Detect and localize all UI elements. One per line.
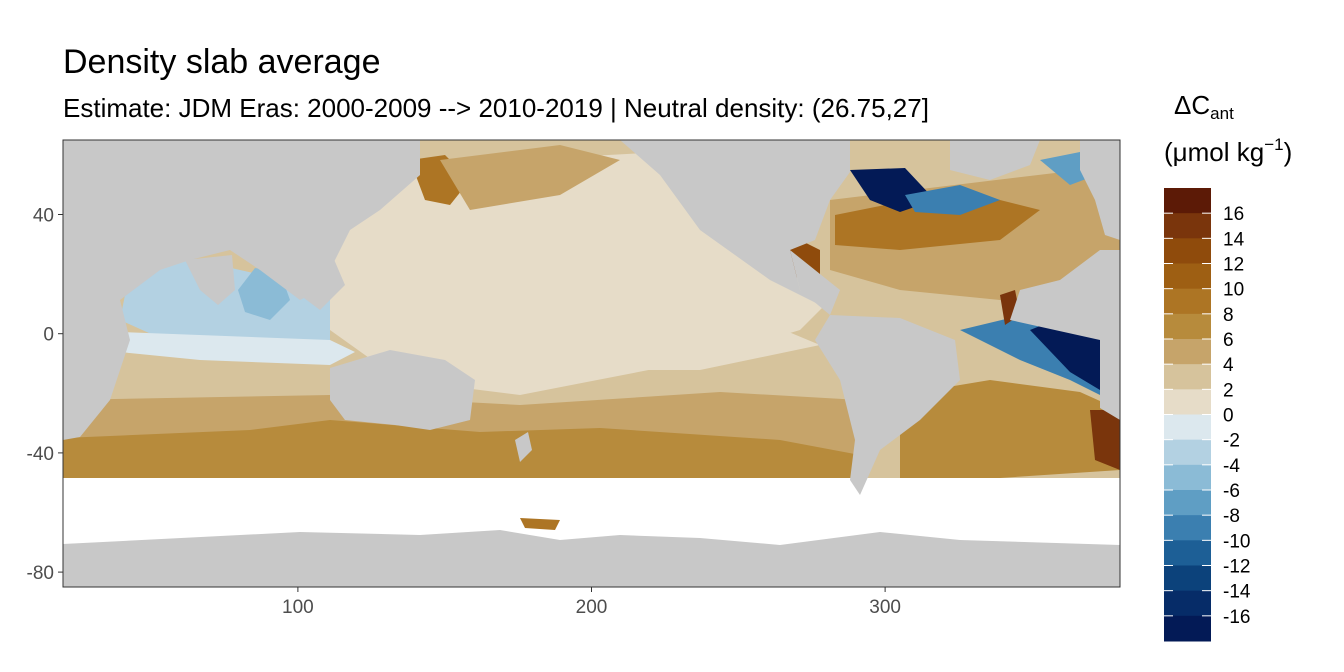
legend-color-swatch bbox=[1164, 339, 1211, 365]
land bbox=[63, 140, 1120, 587]
new-zealand bbox=[515, 432, 532, 462]
legend-label: 14 bbox=[1223, 229, 1245, 250]
central-america bbox=[790, 250, 840, 315]
legend-label: -12 bbox=[1223, 557, 1250, 578]
amundsen-shelf bbox=[520, 518, 560, 530]
bering-band bbox=[440, 145, 620, 210]
south-atlantic bbox=[900, 380, 1120, 478]
europe bbox=[1080, 140, 1120, 240]
legend-label: 4 bbox=[1223, 355, 1234, 376]
legend-label: 2 bbox=[1223, 380, 1234, 401]
y-tick-label: -40 bbox=[27, 444, 54, 465]
labrador-fringe bbox=[905, 185, 1000, 215]
x-tick-label: 200 bbox=[576, 597, 608, 618]
indochina bbox=[290, 250, 345, 310]
legend-color-swatch bbox=[1164, 439, 1211, 466]
greenland bbox=[950, 140, 1040, 180]
y-tick-label: 40 bbox=[33, 206, 54, 227]
legend-color-swatch bbox=[1164, 565, 1211, 592]
africa-west bbox=[1010, 250, 1120, 420]
legend-label: -14 bbox=[1223, 582, 1251, 603]
legend-color-swatch bbox=[1164, 213, 1211, 239]
indian-ocean-equatorial bbox=[120, 332, 355, 365]
legend-unit: (μmol kg−1) bbox=[1164, 135, 1292, 167]
south-america bbox=[815, 315, 960, 495]
legend-color-swatch bbox=[1164, 615, 1211, 642]
legend-color-swatch bbox=[1164, 515, 1211, 541]
chart-subtitle: Estimate: JDM Eras: 2000-2009 --> 2010-2… bbox=[63, 93, 929, 123]
legend-label: 10 bbox=[1223, 280, 1244, 301]
chart-title: Density slab average bbox=[63, 43, 381, 81]
legend-color-swatch bbox=[1164, 464, 1211, 491]
legend-label: 12 bbox=[1223, 255, 1244, 276]
plot-panel bbox=[62, 139, 1121, 588]
x-tick-label: 100 bbox=[282, 597, 314, 618]
legend-color-swatch bbox=[1164, 238, 1211, 264]
southern-no-data bbox=[63, 478, 1120, 546]
legend-label: -6 bbox=[1223, 481, 1240, 502]
legend-label: 16 bbox=[1223, 204, 1244, 225]
y-tick-label: 0 bbox=[43, 325, 54, 346]
southern-band-outer bbox=[63, 420, 860, 490]
legend-label: -16 bbox=[1223, 607, 1250, 628]
equatorial-pacific-light bbox=[420, 320, 820, 370]
legend-color-swatch bbox=[1164, 590, 1211, 617]
legend-color-swatch bbox=[1164, 364, 1211, 390]
x-tick-label: 300 bbox=[869, 597, 901, 618]
legend-color-swatch bbox=[1164, 313, 1211, 340]
legend-label: -10 bbox=[1223, 531, 1250, 552]
legend-color-swatch bbox=[1164, 288, 1211, 315]
map-layer bbox=[63, 140, 1120, 587]
legend: ΔCant (μmol kg−1) 16 14 12 10 8 6 4 2 0 -2 -4 -6 -8 -10… bbox=[1164, 90, 1292, 642]
legend-color-swatch bbox=[1164, 414, 1211, 441]
legend-label: 0 bbox=[1223, 406, 1234, 427]
india bbox=[185, 255, 235, 305]
legend-title: ΔCant bbox=[1174, 90, 1234, 123]
north-america bbox=[620, 140, 850, 310]
legend-color-swatch bbox=[1164, 188, 1211, 214]
legend-color-swatch bbox=[1164, 540, 1211, 566]
africa-east bbox=[63, 300, 130, 440]
legend-label: -8 bbox=[1223, 506, 1240, 527]
legend-label: -4 bbox=[1223, 456, 1240, 477]
legend-label: 6 bbox=[1223, 330, 1234, 351]
legend-label: -2 bbox=[1223, 431, 1240, 452]
legend-color-swatch bbox=[1164, 389, 1211, 415]
legend-color-swatch bbox=[1164, 490, 1211, 516]
australia bbox=[330, 350, 475, 430]
y-tick-label: -80 bbox=[27, 563, 54, 584]
antarctica bbox=[63, 530, 1120, 587]
legend-label: 8 bbox=[1223, 305, 1234, 326]
southeast-atlantic-dark bbox=[1090, 410, 1120, 470]
legend-color-swatch bbox=[1164, 263, 1211, 290]
